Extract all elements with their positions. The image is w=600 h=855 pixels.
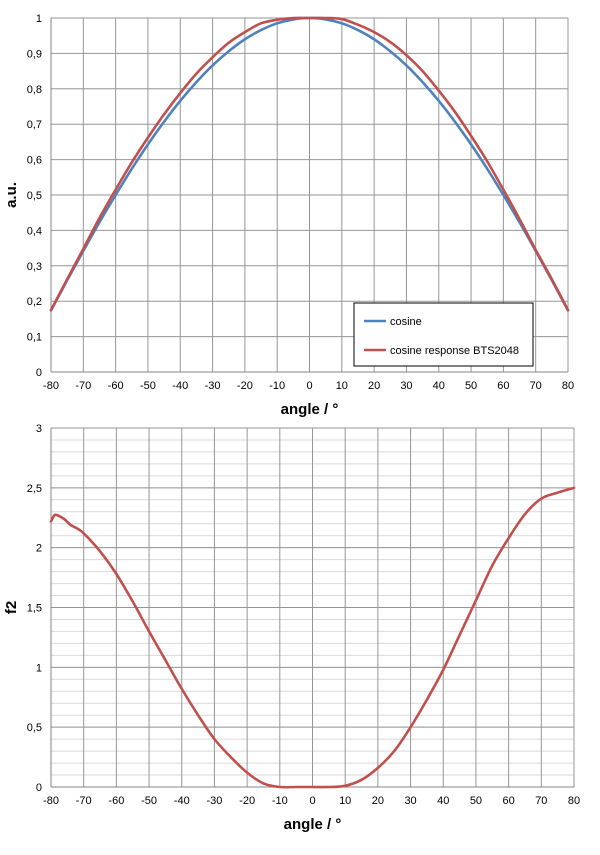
y-tick-label: 2 bbox=[36, 543, 42, 555]
x-tick-label: -40 bbox=[174, 795, 190, 807]
x-tick-label: -20 bbox=[237, 380, 253, 392]
y-tick-label: 0,5 bbox=[27, 722, 42, 734]
x-tick-label: 10 bbox=[339, 795, 351, 807]
series-line-cosine-response-bts2048 bbox=[49, 16, 570, 312]
chart-1: 0 0,1 0,2 0,3 0,4 0,5 0,6 0,7 0,8 0,9 1 -80 -70 -60 -5… bbox=[3, 13, 574, 418]
x-tick-label: 30 bbox=[400, 380, 412, 392]
x-tick-label: 0 bbox=[306, 380, 312, 392]
x-tick-label: 50 bbox=[470, 795, 482, 807]
x-tick-label: 20 bbox=[368, 380, 380, 392]
x-tick-label: -70 bbox=[75, 380, 91, 392]
x-tick-label: 0 bbox=[309, 795, 315, 807]
y-tick-label: 2,5 bbox=[27, 483, 42, 495]
x-tick-label: -30 bbox=[205, 380, 221, 392]
legend-box bbox=[353, 302, 534, 367]
x-tick-label: 60 bbox=[503, 795, 515, 807]
x-axis-title: angle / ° bbox=[284, 816, 342, 833]
x-tick-label: 60 bbox=[497, 380, 509, 392]
x-tick-label: -20 bbox=[239, 795, 255, 807]
legend-label: cosine response BTS2048 bbox=[390, 345, 519, 357]
series-line-f2-0 bbox=[49, 486, 576, 789]
y-tick-label: 1,5 bbox=[27, 603, 42, 615]
x-tick-label: 10 bbox=[336, 380, 348, 392]
x-axis-title: angle / ° bbox=[281, 401, 339, 418]
x-tick-label: -60 bbox=[108, 795, 124, 807]
x-tick-label: -70 bbox=[76, 795, 92, 807]
y-tick-label: 0,3 bbox=[27, 261, 42, 273]
x-tick-label: 20 bbox=[372, 795, 384, 807]
y-tick-label: 0,6 bbox=[27, 155, 42, 167]
y-tick-label: 0,4 bbox=[27, 225, 42, 237]
y-tick-label: 0,7 bbox=[27, 119, 42, 131]
y-axis-title: f2 bbox=[3, 601, 20, 614]
y-tick-label: 0,1 bbox=[27, 332, 42, 344]
y-tick-label: 0,9 bbox=[27, 48, 42, 60]
x-tick-label: 80 bbox=[568, 795, 580, 807]
x-tick-label: -60 bbox=[108, 380, 124, 392]
y-tick-label: 0 bbox=[36, 782, 42, 794]
y-tick-label: 1 bbox=[36, 13, 42, 25]
x-tick-label: -30 bbox=[206, 795, 222, 807]
legend: cosine cosine response BTS2048 bbox=[353, 302, 534, 367]
x-tick-label: -80 bbox=[43, 795, 59, 807]
x-tick-label: 40 bbox=[433, 380, 445, 392]
x-tick-label: -10 bbox=[269, 380, 285, 392]
chart-2: 0 0,5 1 1,5 2 2,5 3 -80 -70 -60 -50 -40 -30 -20 -10 0 10… bbox=[3, 423, 580, 833]
x-tick-label: 70 bbox=[535, 795, 547, 807]
x-tick-label: -80 bbox=[43, 380, 59, 392]
x-tick-label: 70 bbox=[530, 380, 542, 392]
legend-label: cosine bbox=[390, 316, 422, 328]
y-tick-label: 3 bbox=[36, 423, 42, 435]
y-tick-label: 0,5 bbox=[27, 190, 42, 202]
x-tick-label: -50 bbox=[140, 380, 156, 392]
x-tick-label: 30 bbox=[404, 795, 416, 807]
x-tick-label: -40 bbox=[172, 380, 188, 392]
x-tick-label: -50 bbox=[141, 795, 157, 807]
x-tick-label: 40 bbox=[437, 795, 449, 807]
x-tick-label: 50 bbox=[465, 380, 477, 392]
y-tick-label: 0 bbox=[36, 367, 42, 379]
x-tick-label: -10 bbox=[272, 795, 288, 807]
y-tick-label: 0,2 bbox=[27, 296, 42, 308]
x-tick-label: 80 bbox=[562, 380, 574, 392]
y-tick-label: 1 bbox=[36, 662, 42, 674]
y-axis-title: a.u. bbox=[3, 182, 20, 208]
y-tick-label: 0,8 bbox=[27, 84, 42, 96]
